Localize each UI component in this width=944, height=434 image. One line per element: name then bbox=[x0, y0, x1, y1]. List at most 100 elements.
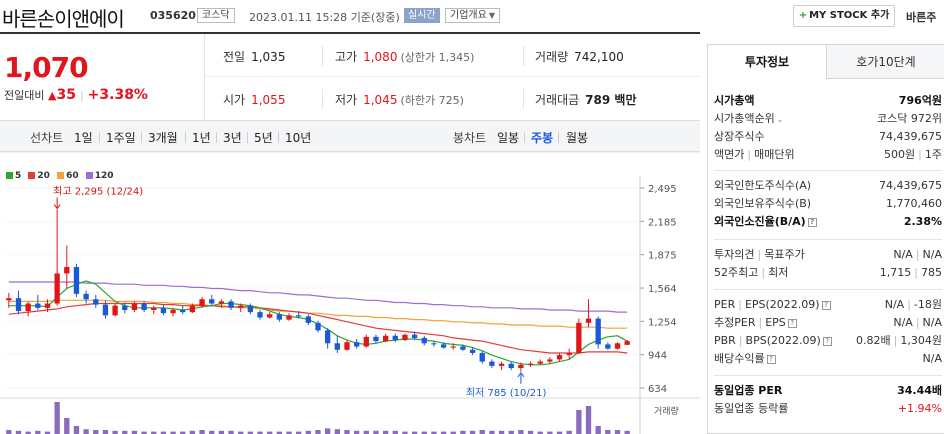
volume-bar bbox=[160, 431, 167, 434]
candle-body bbox=[131, 303, 138, 310]
foreign-hold-value: 1,770,460 bbox=[886, 197, 942, 210]
volume: 거래량 742,100 bbox=[535, 48, 624, 65]
tab-3month[interactable]: 3개월 bbox=[148, 131, 178, 145]
candle-body bbox=[170, 309, 176, 314]
w52-high-value: 1,715 bbox=[879, 266, 912, 279]
candle-body bbox=[93, 299, 99, 305]
plus-icon: + bbox=[798, 10, 808, 21]
ma120-label: 120 bbox=[94, 171, 114, 181]
investment-info-panel: 투자정보 호가10단계 시가총액 796억원 시가총액순위 ⌄ 코스닥 972위 상장… bbox=[707, 44, 944, 434]
per-values: N/A | -18원 bbox=[885, 296, 942, 314]
shares-value: 74,439,675 bbox=[879, 130, 942, 143]
volume-bar bbox=[334, 429, 340, 434]
pbr-value: 0.82배 bbox=[856, 334, 891, 347]
candle-body bbox=[189, 305, 196, 313]
tab-monthly[interactable]: 월봉 bbox=[566, 131, 589, 145]
tab-weekly[interactable]: 주봉 bbox=[531, 131, 554, 145]
chevron-down-icon[interactable]: ⌄ bbox=[776, 115, 784, 124]
w52-row: 52주최고 | 최저 1,715 | 785 bbox=[714, 264, 942, 282]
candle-body bbox=[382, 335, 389, 342]
divider bbox=[322, 46, 323, 66]
prev-close: 전일 1,035 bbox=[223, 48, 285, 65]
tab-1day[interactable]: 1일 bbox=[74, 131, 93, 145]
per-labels: PER | EPS(2022.09)? bbox=[714, 296, 831, 314]
tab-1year[interactable]: 1년 bbox=[192, 131, 211, 145]
volume-label: 거래량 bbox=[535, 50, 569, 64]
industry-rate-row: 동일업종 등락률 +1.94% bbox=[714, 400, 942, 418]
pbr-labels: PBR | BPS(2022.09)? bbox=[714, 332, 832, 350]
divider: | bbox=[757, 248, 762, 261]
candle-body bbox=[576, 322, 582, 353]
candle-body bbox=[614, 343, 621, 349]
volume-bar bbox=[315, 430, 321, 434]
volume-bar bbox=[44, 431, 51, 434]
chart-annotations: 최고 2,295 (12/24) 최저 785 (10/21) bbox=[53, 185, 546, 398]
add-mystock-button[interactable]: + MY STOCK 추가 bbox=[793, 5, 895, 27]
w52-low-label: 최저 bbox=[768, 266, 789, 279]
candle-body bbox=[498, 363, 505, 366]
tab-orderbook[interactable]: 호가10단계 bbox=[827, 45, 944, 79]
price-panel: 1,070 전일대비 ▲35 | +3.38% 전일 1,035 고가 1,080 (상한… bbox=[0, 32, 700, 120]
volume-bar bbox=[402, 431, 408, 434]
help-icon[interactable]: ? bbox=[807, 217, 817, 227]
tab-investment-info[interactable]: 투자정보 bbox=[708, 45, 827, 79]
y-tick-label: 634 bbox=[648, 384, 667, 395]
candle-body bbox=[228, 301, 234, 308]
open-value: 1,055 bbox=[251, 93, 286, 107]
cap-rank-value: 코스닥 972위 bbox=[877, 112, 942, 125]
candle-body bbox=[267, 314, 273, 318]
volume-bar bbox=[199, 430, 205, 434]
volume-bar bbox=[325, 428, 331, 434]
volume-label: 거래량 bbox=[654, 405, 679, 417]
volume-bar bbox=[286, 431, 292, 434]
divider bbox=[714, 375, 942, 376]
lower-limit: (하한가 725) bbox=[400, 94, 464, 107]
opinion-values: N/A | N/A bbox=[893, 246, 942, 264]
help-icon[interactable]: ? bbox=[766, 354, 776, 364]
related-stock-link[interactable]: 바른주 bbox=[906, 11, 937, 24]
per-row: PER | EPS(2022.09)? N/A | -18원 bbox=[714, 296, 942, 314]
chevron-down-icon: ▼ bbox=[488, 11, 495, 20]
ma20-label: 20 bbox=[37, 171, 50, 181]
help-icon[interactable]: ? bbox=[822, 336, 832, 346]
trade-amount: 거래대금 789 백만 bbox=[535, 91, 636, 108]
candle-body bbox=[537, 361, 543, 364]
tab-3year[interactable]: 3년 bbox=[223, 131, 242, 145]
par-row: 액면가 | 매매단위 500원 | 1주 bbox=[714, 146, 942, 164]
tab-10year[interactable]: 10년 bbox=[285, 131, 312, 145]
weekly-candle-chart[interactable]: 2,495 2,185 1,875 1,564 1,254 944 634 거래량 최고 2… bbox=[0, 152, 700, 434]
help-icon[interactable]: ? bbox=[821, 300, 831, 310]
volume-bar bbox=[102, 430, 109, 434]
volume-bar bbox=[54, 402, 60, 434]
divider bbox=[185, 132, 186, 143]
divider: | bbox=[915, 248, 920, 261]
volume-bar bbox=[228, 430, 234, 434]
candle-body bbox=[122, 305, 128, 310]
volume-bar bbox=[305, 430, 311, 434]
divider bbox=[141, 132, 142, 143]
open-label: 시가 bbox=[223, 93, 246, 107]
volume-bar bbox=[527, 430, 534, 434]
unit-label: 매매단위 bbox=[754, 148, 795, 161]
divider bbox=[558, 132, 559, 143]
help-icon[interactable]: ? bbox=[787, 318, 797, 328]
side-tabs: 투자정보 호가10단계 bbox=[708, 45, 944, 79]
dividend-label-wrap: 배당수익률? bbox=[714, 350, 776, 368]
tab-daily[interactable]: 일봉 bbox=[497, 131, 520, 145]
y-tick-label: 2,185 bbox=[648, 217, 677, 228]
volume-bar bbox=[585, 406, 592, 434]
foreign-rate-label-wrap: 외국인소진율(B/A)? bbox=[714, 213, 817, 231]
company-info-dropdown[interactable]: 기업개요 ▼ bbox=[445, 8, 500, 23]
candle-body bbox=[440, 344, 447, 348]
divider bbox=[99, 132, 100, 143]
tab-5year[interactable]: 5년 bbox=[254, 131, 273, 145]
ma120-swatch bbox=[85, 172, 93, 179]
tab-1week[interactable]: 1주일 bbox=[106, 131, 136, 145]
volume-bar bbox=[247, 431, 254, 434]
high-arrow-head bbox=[53, 204, 61, 210]
datetime-value: 2023.01.11 15:28 bbox=[249, 11, 348, 24]
low-arrow-head bbox=[517, 371, 525, 378]
realtime-badge[interactable]: 실시간 bbox=[404, 8, 440, 23]
volume-bar bbox=[170, 431, 176, 434]
volume-bar bbox=[344, 430, 350, 434]
